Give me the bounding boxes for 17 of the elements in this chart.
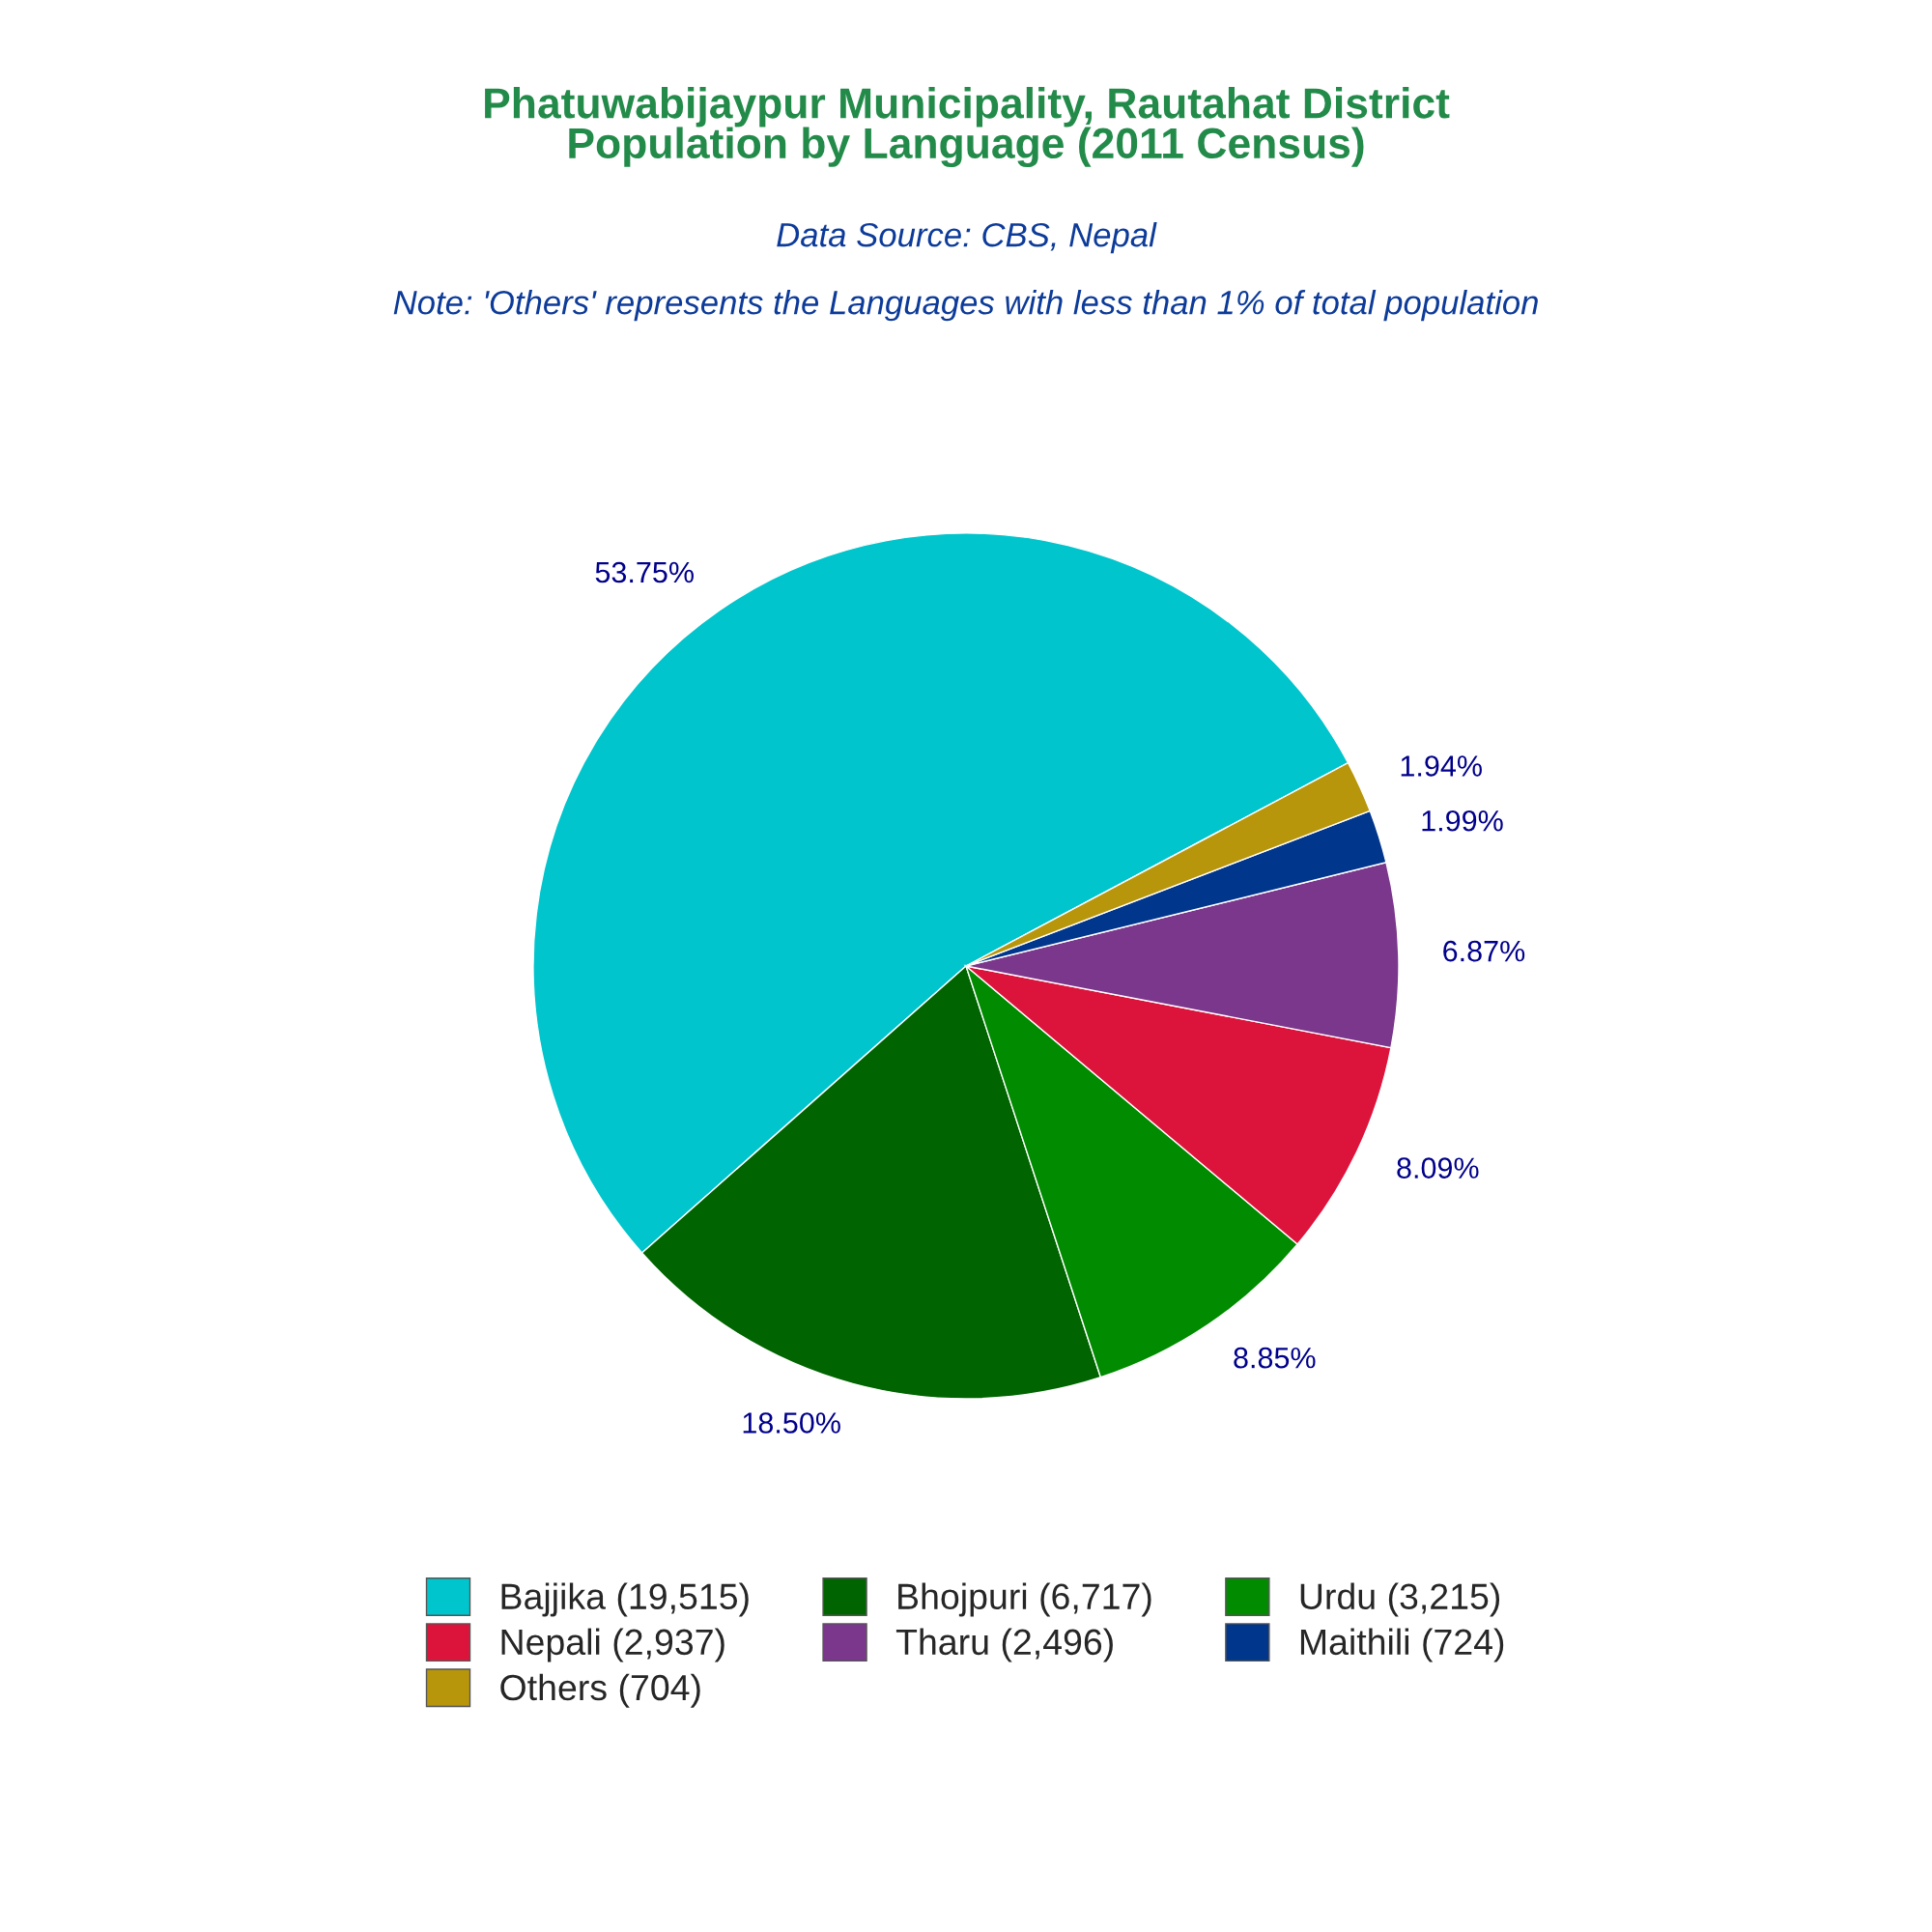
legend-label: Tharu (2,496) [895,1628,1113,1662]
data-label: 18.50% [743,1412,840,1434]
text: Note: 'Others' represents the Languages with less than 1% of total population [393,290,1538,322]
legend-label: Nepali (2,937) [501,1628,724,1662]
chart-title: Phatuwabijaypur Municipality, Rautahat District Population by Language (2011 Census) [485,87,1450,168]
data-label: 53.75% [595,561,694,583]
chart-subtitle: Data Source: CBS, Nepal [777,222,1157,254]
legend-label: Maithili (724) [1300,1628,1504,1662]
legend-label: Others (704) [500,1673,700,1708]
data-label: 1.94% [1401,755,1482,777]
data-label: 1.99% [1422,810,1503,832]
legend-label: Bajjika (19,515) [501,1582,749,1617]
data-label: 8.09% [1397,1157,1479,1179]
data-label: 6.87% [1443,940,1525,962]
legend-label: Urdu (3,215) [1300,1582,1500,1617]
legend-label: Bhojpuri (6,717) [898,1582,1151,1617]
data-label: 8.85% [1234,1347,1316,1369]
